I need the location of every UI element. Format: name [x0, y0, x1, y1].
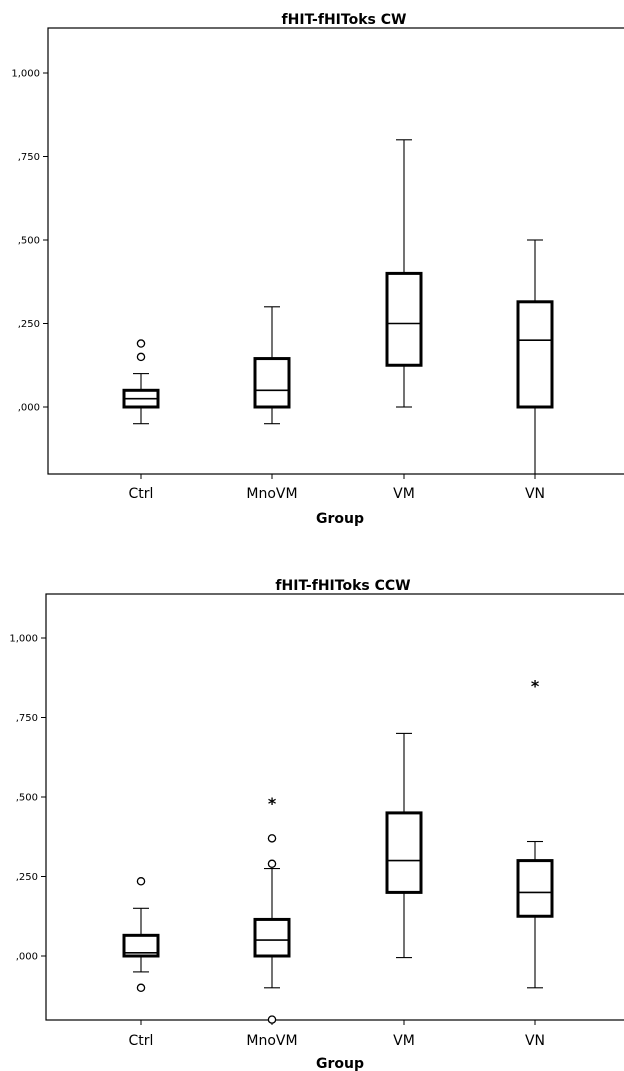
y-tick-label: ,750	[16, 713, 38, 724]
chart-cw: fHIT-fHIToks CW ,000 ,250 ,500 ,750 1,000 Ctrl…	[11, 12, 624, 527]
outlier-point	[136, 352, 146, 362]
outlier-point	[267, 859, 277, 869]
y-tick-label: 1,000	[11, 69, 40, 80]
box-vm	[385, 139, 423, 408]
y-tick-label: ,750	[18, 152, 40, 163]
extreme-point: *	[268, 794, 277, 813]
chart-title: fHIT-fHIToks CW	[282, 12, 407, 28]
x-axis-title: Group	[316, 511, 364, 527]
box-ctrl	[122, 877, 160, 993]
y-tick-label: ,250	[18, 319, 40, 330]
outlier-point	[136, 339, 146, 348]
iqr-box	[516, 300, 554, 409]
x-tick-label-mnovm: MnoVM	[246, 1033, 297, 1049]
box-mnovm: *	[253, 794, 291, 1024]
iqr-box	[122, 933, 160, 958]
x-tick-label-mnovm: MnoVM	[246, 486, 297, 502]
x-tick-label-vn: VN	[525, 1033, 545, 1049]
box-ctrl	[122, 339, 160, 425]
x-tick-label-ctrl: Ctrl	[129, 1033, 154, 1049]
y-tick-label: 1,000	[9, 634, 38, 645]
y-tick-label: ,500	[18, 236, 40, 247]
x-tick-label-vn: VN	[525, 486, 545, 502]
extreme-point: *	[531, 677, 540, 696]
iqr-box	[253, 917, 291, 958]
iqr-box	[516, 859, 554, 918]
iqr-box	[253, 357, 291, 409]
plot-frame	[47, 27, 624, 475]
box-vn: *	[516, 677, 554, 989]
y-tick-label: ,250	[16, 872, 38, 883]
outlier-point	[136, 877, 146, 886]
outlier-point	[136, 983, 146, 993]
y-tick-label: ,500	[16, 793, 38, 804]
box-mnovm	[253, 306, 291, 425]
iqr-box	[385, 271, 423, 367]
x-tick-label-vm: VM	[393, 486, 415, 502]
x-tick-label-vm: VM	[393, 1033, 415, 1049]
plot-frame	[45, 593, 624, 1021]
x-tick-label-ctrl: Ctrl	[129, 486, 154, 502]
iqr-box	[385, 811, 423, 894]
x-axis-title: Group	[316, 1056, 364, 1071]
chart-title: fHIT-fHIToks CCW	[275, 578, 410, 594]
y-tick-label: ,000	[18, 403, 40, 414]
y-tick-label: ,000	[16, 952, 38, 963]
box-vn	[516, 239, 554, 474]
chart-ccw: fHIT-fHIToks CCW ,000 ,250 ,500 ,750 1,000 Ctr…	[9, 578, 624, 1071]
box-vm	[385, 732, 423, 959]
outlier-point	[267, 1015, 277, 1024]
outlier-point	[267, 834, 277, 843]
